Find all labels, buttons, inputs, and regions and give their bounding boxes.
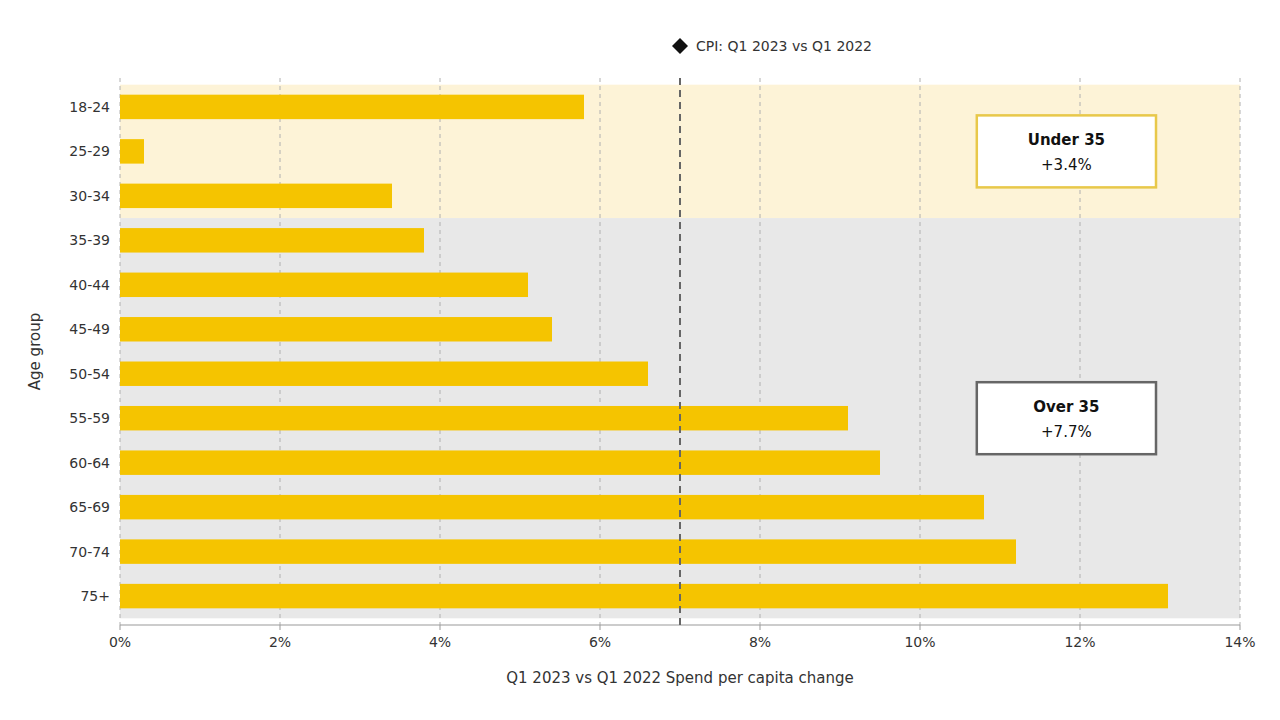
bar: [120, 495, 984, 519]
band-box: Over 35 +7.7%: [977, 382, 1156, 454]
tick-label: 10%: [904, 634, 935, 650]
band-box-frame: [977, 382, 1156, 454]
y-axis-title: Age group: [26, 313, 44, 390]
tick-label: 6%: [589, 634, 611, 650]
tick: [120, 625, 121, 630]
bar: [120, 184, 392, 208]
band-label: Under 35: [1028, 131, 1105, 149]
band-box: Under 35 +3.4%: [977, 115, 1156, 187]
tick: [280, 625, 281, 630]
bar: [120, 95, 584, 119]
tick-label: 14%: [1224, 634, 1255, 650]
tick: [1240, 625, 1241, 630]
tick-label: 75+: [80, 588, 110, 604]
tick-label: 4%: [429, 634, 451, 650]
tick: [440, 625, 441, 630]
y-axis: 18-24 25-29 30-34 35-39 40-44 45-49 50-54 55-59…: [69, 99, 110, 604]
tick-label: 18-24: [69, 99, 110, 115]
tick-label: 55-59: [69, 410, 110, 426]
tick-label: 45-49: [69, 321, 110, 337]
bar: [120, 584, 1168, 608]
chart: 0% 2% 4% 6% 8% 10% 12% 14% 18-24 25-29 30-34 35-39 4…: [0, 0, 1280, 720]
x-axis: 0% 2% 4% 6% 8% 10% 12% 14%: [109, 625, 1256, 650]
tick-label: 2%: [269, 634, 291, 650]
bar: [120, 273, 528, 297]
bar: [120, 139, 144, 163]
tick: [600, 625, 601, 630]
tick-label: 70-74: [69, 544, 110, 560]
reference-label: CPI: Q1 2023 vs Q1 2022: [696, 38, 872, 54]
band-label: Over 35: [1033, 398, 1099, 416]
band-value: +3.4%: [1041, 156, 1092, 174]
tick: [760, 625, 761, 630]
bar: [120, 317, 552, 341]
tick: [1080, 625, 1081, 630]
grid-line: [1240, 78, 1241, 625]
tick-label: 35-39: [69, 232, 110, 248]
tick-label: 25-29: [69, 143, 110, 159]
band-value: +7.7%: [1041, 423, 1092, 441]
tick-label: 65-69: [69, 499, 110, 515]
tick-label: 50-54: [69, 366, 110, 382]
tick-label: 30-34: [69, 188, 110, 204]
tick-label: 0%: [109, 634, 131, 650]
reference-line: [679, 78, 681, 625]
reference-line-group: [680, 78, 681, 625]
tick-label: 60-64: [69, 455, 110, 471]
x-axis-title: Q1 2023 vs Q1 2022 Spend per capita chan…: [506, 669, 854, 687]
bars: [120, 95, 1168, 609]
bar: [120, 450, 880, 474]
tick-label: 12%: [1064, 634, 1095, 650]
x-grid: [120, 78, 1240, 625]
bar: [120, 362, 648, 386]
tick: [920, 625, 921, 630]
band-box-frame: [977, 115, 1156, 187]
tick-label: 40-44: [69, 277, 110, 293]
tick-label: 8%: [749, 634, 771, 650]
reference-marker: [672, 38, 688, 54]
bar: [120, 406, 848, 430]
bar: [120, 539, 1016, 563]
bar: [120, 228, 424, 252]
